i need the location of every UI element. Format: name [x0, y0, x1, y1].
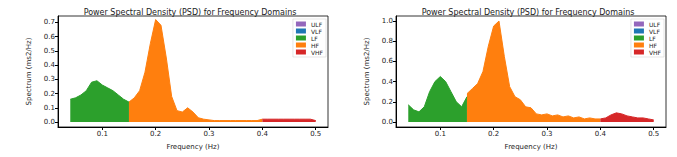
svg-text:VLF: VLF [649, 28, 660, 35]
svg-text:LF: LF [311, 35, 318, 42]
svg-text:HF: HF [311, 42, 320, 49]
svg-text:0.5: 0.5 [648, 130, 659, 138]
svg-text:0.4: 0.4 [595, 130, 607, 138]
svg-text:0.2: 0.2 [382, 98, 393, 106]
svg-text:0.1: 0.1 [435, 130, 446, 138]
svg-text:1.0: 1.0 [382, 17, 393, 25]
svg-text:HF: HF [649, 42, 658, 49]
svg-text:0.3: 0.3 [44, 75, 55, 83]
svg-text:0.2: 0.2 [488, 130, 499, 138]
svg-text:0.2: 0.2 [44, 90, 55, 98]
svg-text:Power Spectral Density (PSD) f: Power Spectral Density (PSD) for Frequen… [84, 8, 297, 17]
svg-text:VLF: VLF [311, 28, 322, 35]
svg-text:ULF: ULF [311, 21, 323, 28]
svg-text:0.4: 0.4 [382, 78, 394, 86]
svg-text:0.1: 0.1 [44, 104, 55, 112]
svg-text:0.4: 0.4 [257, 130, 269, 138]
svg-text:0.2: 0.2 [150, 130, 161, 138]
svg-text:0.5: 0.5 [44, 47, 55, 55]
svg-text:0.0: 0.0 [44, 118, 55, 126]
svg-text:0.1: 0.1 [97, 130, 108, 138]
svg-text:0.4: 0.4 [44, 61, 56, 69]
svg-text:LF: LF [649, 35, 656, 42]
svg-text:0.6: 0.6 [382, 57, 394, 65]
svg-text:Spectrum (ms2/Hz): Spectrum (ms2/Hz) [363, 37, 371, 105]
svg-text:0.0: 0.0 [382, 118, 393, 126]
svg-text:0.7: 0.7 [44, 18, 55, 26]
svg-text:0.6: 0.6 [44, 33, 56, 41]
svg-text:VHF: VHF [649, 49, 662, 56]
svg-text:ULF: ULF [649, 21, 661, 28]
svg-text:0.3: 0.3 [541, 130, 552, 138]
svg-text:Spectrum (ms2/Hz): Spectrum (ms2/Hz) [25, 37, 33, 105]
svg-text:Frequency (Hz): Frequency (Hz) [505, 143, 558, 151]
svg-text:0.8: 0.8 [382, 37, 393, 45]
svg-text:Frequency (Hz): Frequency (Hz) [167, 143, 220, 151]
svg-text:Power Spectral Density (PSD) f: Power Spectral Density (PSD) for Frequen… [422, 8, 635, 17]
svg-text:0.3: 0.3 [203, 130, 214, 138]
svg-text:0.5: 0.5 [310, 130, 321, 138]
svg-text:VHF: VHF [311, 49, 324, 56]
